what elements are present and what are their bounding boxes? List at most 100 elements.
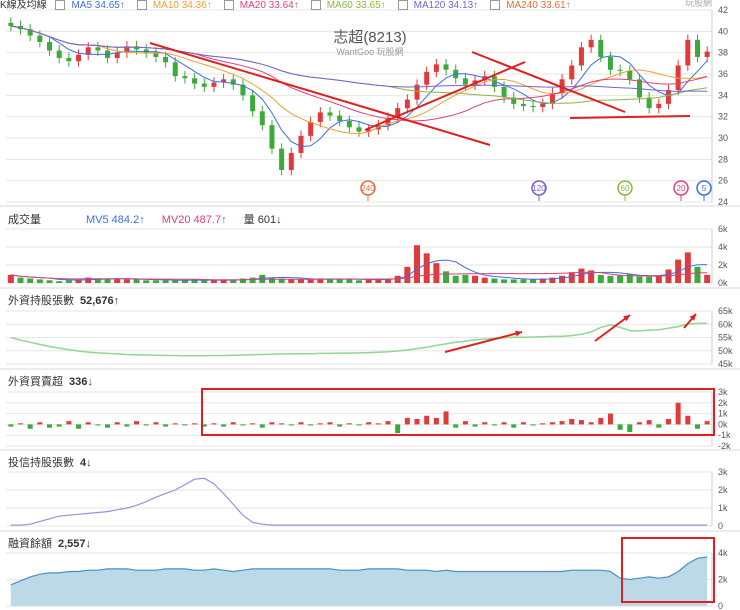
candle-body	[385, 117, 391, 126]
trend-annotation-line	[569, 115, 691, 119]
checkbox-icon[interactable]	[223, 0, 234, 11]
foreign-net-bar	[607, 413, 613, 425]
volume-bar	[346, 279, 353, 283]
trust-holding-value: 4↓	[80, 457, 92, 469]
candle-body	[598, 39, 604, 57]
volume-bar	[65, 280, 72, 283]
volume-bar	[375, 279, 382, 283]
y-tick-label: 40	[718, 26, 728, 36]
volume-bar	[510, 279, 517, 283]
foreign-net-bar	[8, 424, 14, 427]
candle-body	[308, 122, 314, 136]
checkbox-icon[interactable]	[310, 0, 321, 11]
ma-legend-item-ma10[interactable]: MA10 34.36↑	[136, 0, 218, 11]
foreign-net-bar	[201, 424, 207, 427]
candle-body	[665, 90, 671, 104]
candle-body	[298, 135, 304, 153]
foreign-net-bar	[182, 424, 188, 426]
volume-bar	[491, 278, 498, 283]
site-logo-text: 玩股網	[684, 0, 712, 8]
moving-average-line	[10, 25, 708, 135]
margin-label: 融資餘額	[8, 538, 52, 550]
candle-body	[47, 42, 53, 51]
ma-legend-item-ma5[interactable]: MA5 34.65↑	[55, 0, 130, 11]
volume-bar	[336, 279, 343, 283]
watermark-title: 志超(8213)	[333, 29, 407, 46]
ma-legend-text: MA10 34.36↑	[152, 0, 212, 11]
volume-bar	[636, 276, 643, 283]
candle-body	[143, 49, 149, 53]
foreign-net-bar	[221, 424, 227, 427]
volume-bar	[684, 252, 691, 283]
foreign-net-bar	[588, 422, 594, 425]
ma-legend-text: MA5 34.65↑	[71, 0, 125, 11]
candle-body	[395, 108, 401, 118]
volume-bar	[317, 278, 324, 283]
foreign-net-bar	[105, 424, 111, 428]
volume-bar	[626, 274, 633, 283]
candle-body	[27, 29, 33, 36]
ma-badge-label: 20	[677, 184, 686, 193]
checkbox-icon[interactable]	[397, 0, 408, 11]
ma-legend-text: MA120 34.13↑	[413, 0, 479, 11]
y-tick-label: 3k	[718, 387, 728, 397]
trend-annotation-line	[364, 61, 526, 131]
candle-body	[124, 46, 130, 53]
y-tick-label: 0	[718, 601, 723, 610]
candle-body	[366, 129, 372, 132]
y-tick-label: 6k	[718, 224, 728, 234]
y-tick-label: 30	[718, 133, 728, 143]
ma-legend-item-ma20[interactable]: MA20 33.64↑	[223, 0, 305, 11]
checkbox-icon[interactable]	[136, 0, 147, 11]
volume-bar	[94, 278, 101, 283]
volume-bar	[75, 279, 82, 283]
y-tick-label: 3k	[718, 467, 728, 477]
foreign-net-bar	[27, 424, 33, 429]
ma-badge-label: 5	[702, 184, 707, 193]
foreign-net-bar	[520, 422, 526, 425]
foreign-net-bar	[47, 424, 53, 428]
foreign-net-bar	[288, 424, 294, 426]
volume-bar	[607, 275, 614, 283]
candle-body	[153, 52, 159, 57]
foreign-holding-title: 外資持股張數 52,676↑	[8, 292, 119, 308]
y-tick-label: 26	[718, 176, 728, 186]
foreign-net-bar	[453, 424, 459, 428]
candle-body	[588, 39, 594, 48]
checkbox-icon[interactable]	[55, 0, 66, 11]
foreign-net-bar	[346, 423, 352, 425]
foreign-net-bar	[37, 422, 43, 425]
foreign-net-bar	[511, 424, 517, 428]
y-tick-label: 36	[718, 69, 728, 79]
foreign-net-bar	[395, 424, 401, 434]
volume-bar	[162, 280, 169, 283]
ma-legend-item-ma60[interactable]: MA60 33.65↑	[310, 0, 392, 11]
volume-bar	[249, 277, 256, 283]
foreign-net-bar	[501, 422, 507, 425]
trust-holding-label: 投信持股張數	[8, 457, 74, 469]
ma-legend-text: MA60 33.65↑	[326, 0, 386, 11]
checkbox-icon[interactable]	[490, 0, 501, 11]
volume-bar	[7, 274, 14, 283]
candle-body	[221, 79, 227, 83]
y-tick-label: -2k	[718, 441, 731, 451]
moving-average-line	[10, 25, 708, 148]
volume-bar	[462, 274, 469, 283]
foreign-net-bar	[85, 422, 91, 425]
foreign-net-bar	[230, 422, 236, 425]
y-tick-label: -1k	[718, 430, 731, 440]
volume-bar	[568, 272, 575, 283]
candle-body	[443, 64, 449, 70]
foreign-net-title: 外資買賣超 336↓	[8, 373, 93, 389]
ma-legend-item-ma240[interactable]: MA240 33.61↑	[490, 0, 577, 11]
ma-legend-item-ma120[interactable]: MA120 34.13↑	[397, 0, 485, 11]
foreign-net-bar	[617, 424, 623, 430]
foreign-net-bar	[143, 424, 149, 426]
candle-body	[56, 50, 62, 58]
volume-bar	[539, 278, 546, 283]
foreign-net-bar	[462, 421, 468, 425]
foreign-net-bar	[279, 423, 285, 425]
candle-body	[269, 125, 275, 149]
volume-bar	[472, 275, 479, 283]
candle-body	[617, 69, 623, 71]
